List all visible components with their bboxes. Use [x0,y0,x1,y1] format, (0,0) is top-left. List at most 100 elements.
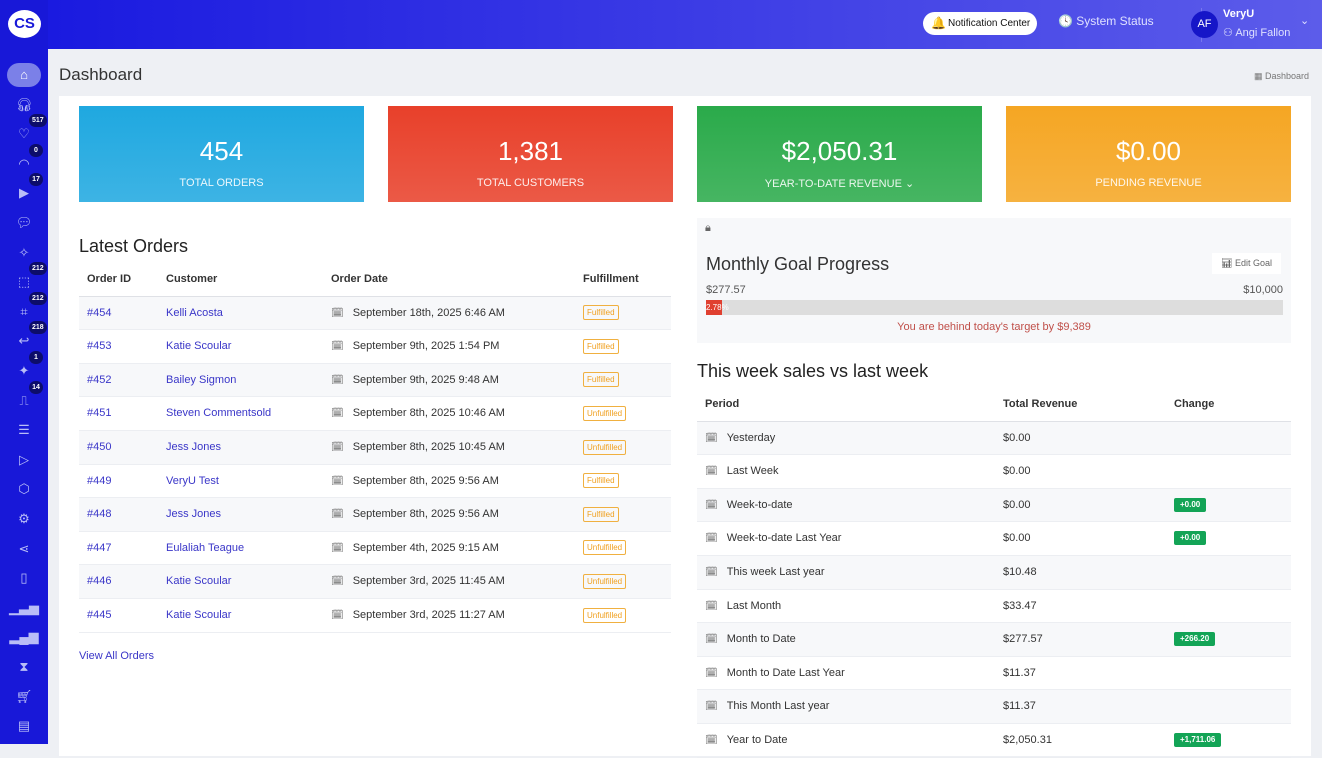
sidebar-item-ticket[interactable]: ⎍ 14 [7,380,43,413]
sidebar-item-bar-chart[interactable]: ▂▄▆ [7,625,41,649]
system-status-button[interactable]: 🕓 System Status [1058,14,1154,28]
customer-link[interactable]: Katie Scoular [166,340,232,353]
change-badge: +1,711.06 [1174,733,1222,748]
orders-table: Order ID Customer Order Date Fulfillment #4… [79,263,671,633]
column-header: Period [705,398,740,410]
status-badge: Unfulfilled [583,573,627,589]
sidebar-item-chat[interactable]: 💬︎ [7,211,41,235]
calendar-icon: 🗓︎ [705,701,718,713]
status-badge: Fulfilled [583,473,619,489]
user-list-icon: ☰ [18,422,30,438]
sidebar-item-headset[interactable]: 🎧︎ [7,93,41,117]
total-revenue: $11.37 [1003,700,1036,713]
period: Month to Date [726,633,796,646]
stat-label: PENDING REVENUE [1095,177,1202,189]
customer-link[interactable]: VeryU Test [166,474,219,487]
sidebar-item-party[interactable]: ✦ 1 [7,351,43,383]
org-name: VeryU [1223,8,1255,20]
change-badge: +266.20 [1174,632,1216,647]
sidebar-item-hand-heart[interactable]: ♡ 517 [7,114,47,146]
order-id-link[interactable]: #445 [87,609,112,621]
hourglass-icon: ⧗ [19,659,29,674]
calendar-icon: 🗓︎ [705,667,718,679]
sidebar-item-signal[interactable]: ▁▃▅ [7,596,41,620]
order-id-link[interactable]: #447 [87,541,112,554]
customer-link[interactable]: Katie Scoular [166,609,232,621]
stat-card[interactable]: $2,050.31 YEAR-TO-DATE REVENUE ⌄ [697,106,982,202]
app-logo[interactable]: CS [8,10,41,38]
grid-icon: ▦ [1254,71,1266,81]
notification-center-button[interactable]: 🔔 Notification Center [923,12,1037,35]
chevron-down-icon[interactable]: ⌄ [904,178,915,190]
stat-label: YEAR-TO-DATE REVENUE [764,178,902,190]
stat-card[interactable]: 454 TOTAL ORDERS [79,106,364,202]
view-all-orders-link[interactable]: View All Orders [79,650,154,662]
customer-link[interactable]: Jess Jones [166,508,222,521]
period: Week-to-date Last Year [726,532,842,545]
sidebar-item-gear[interactable]: ⚙ [7,507,41,531]
order-id-link[interactable]: #454 [87,306,112,319]
sidebar-item-return-arrow[interactable]: ↩ 218 [7,321,47,353]
order-id-link[interactable]: #452 [87,373,112,386]
home-icon: ⌂ [20,67,28,82]
column-header: Customer [166,273,218,285]
sidebar-item-video[interactable]: ▷ [7,448,41,472]
sidebar-item-package[interactable]: ⬡ [7,477,41,501]
order-id-link[interactable]: #450 [87,441,112,453]
table-row: #451 Steven Commentsold 🗓︎ September 8th,… [79,397,671,431]
period: Year to Date [726,734,788,746]
stat-card[interactable]: $0.00 PENDING REVENUE [1006,106,1291,202]
signal-icon: ▁▃▅ [9,599,39,615]
edit-goal-button[interactable]: 📊︎ Edit Goal [1212,253,1281,274]
sidebar-item-mobile[interactable]: ▯ [7,566,41,590]
total-revenue: $0.00 [1003,465,1031,478]
customer-link[interactable]: Jess Jones [166,441,222,453]
total-revenue: $33.47 [1003,599,1037,612]
table-row: #445 Katie Scoular 🗓︎ September 3rd, 2025… [79,599,671,633]
goal-panel: 🔒︎ Monthly Goal Progress 📊︎ Edit Goal $2… [697,218,1291,343]
customer-link[interactable]: Steven Commentsold [166,407,272,420]
sidebar-item-magic-wand[interactable]: ✧ [7,241,41,265]
table-row: 🗓︎ Yesterday $0.00 [697,421,1291,456]
lock-icon: 🔒︎ [705,222,711,234]
sidebar-item-share[interactable]: ⋖ [7,537,41,561]
breadcrumb[interactable]: ▦ Dashboard [1254,71,1310,81]
sidebar-item-play[interactable]: ▶ 17 [7,173,43,205]
avatar[interactable]: AF [1191,11,1218,38]
sidebar-badge: 218 [29,321,47,335]
stat-card[interactable]: 1,381 TOTAL CUSTOMERS [388,106,673,202]
customer-link[interactable]: Eulaliah Teague [166,541,245,554]
calendar-icon: 🗓︎ [331,442,344,453]
status-badge: Fulfilled [583,305,619,321]
order-date: September 8th, 2025 10:46 AM [352,407,505,420]
order-id-link[interactable]: #446 [87,575,112,588]
order-id-link[interactable]: #453 [87,340,112,353]
user-name: ⚇ Angi Fallon [1223,27,1291,39]
sidebar-item-hourglass[interactable]: ⧗ [7,655,41,679]
order-id-link[interactable]: #451 [87,407,112,420]
customer-link[interactable]: Bailey Sigmon [166,373,237,386]
stat-value: 454 [199,136,244,166]
calendar-icon: 🗓︎ [705,600,718,612]
calendar-icon: 🗓︎ [331,341,344,353]
sidebar-item-box[interactable]: ⬚ 212 [7,262,47,294]
chevron-down-icon[interactable]: ⌄ [1300,15,1310,27]
table-row: 🗓︎ This Month Last year $11.37 [697,690,1291,724]
customer-link[interactable]: Katie Scoular [166,575,232,588]
video-icon: ▷ [19,451,29,467]
sidebar-item-home[interactable]: ⌂ [7,63,41,87]
order-date: September 9th, 2025 9:48 AM [352,373,499,386]
sidebar-badge: 17 [29,173,43,187]
customer-link[interactable]: Kelli Acosta [166,306,223,319]
calendar-icon: 🗓︎ [705,533,718,545]
calendar-icon: 🗓︎ [331,408,344,420]
order-id-link[interactable]: #449 [87,474,112,487]
sidebar-item-user-list[interactable]: ☰ [7,418,41,442]
sidebar-item-cart[interactable]: 🛒︎ [7,685,41,709]
order-id-link[interactable]: #448 [87,508,112,521]
order-date: September 3rd, 2025 11:27 AM [352,609,505,621]
sidebar-item-list[interactable]: ▤ [7,714,41,738]
sidebar-item-scan[interactable]: ⌗ 212 [7,291,47,324]
sidebar-item-rss[interactable]: ◠ 0 [7,143,43,176]
headset-icon: 🎧︎ [15,96,33,112]
